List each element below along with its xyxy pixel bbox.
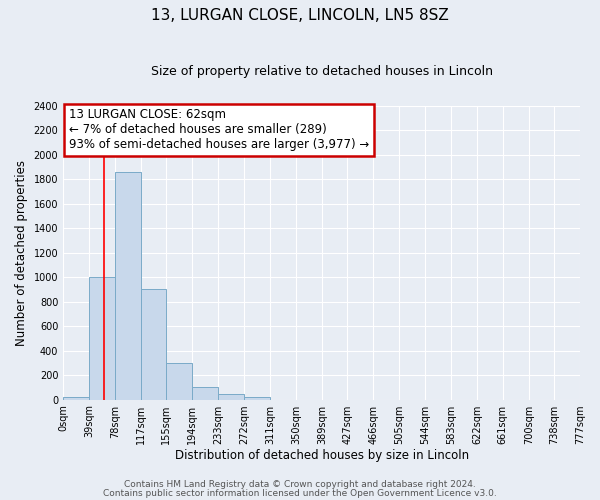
Text: 13, LURGAN CLOSE, LINCOLN, LN5 8SZ: 13, LURGAN CLOSE, LINCOLN, LN5 8SZ bbox=[151, 8, 449, 22]
Bar bbox=[89, 277, 115, 400]
X-axis label: Distribution of detached houses by size in Lincoln: Distribution of detached houses by size … bbox=[175, 450, 469, 462]
Bar bbox=[115, 172, 141, 400]
Bar bbox=[141, 290, 166, 400]
Bar bbox=[218, 394, 244, 400]
Text: 13 LURGAN CLOSE: 62sqm
← 7% of detached houses are smaller (289)
93% of semi-det: 13 LURGAN CLOSE: 62sqm ← 7% of detached … bbox=[69, 108, 369, 152]
Text: Contains HM Land Registry data © Crown copyright and database right 2024.: Contains HM Land Registry data © Crown c… bbox=[124, 480, 476, 489]
Bar bbox=[192, 388, 218, 400]
Text: Contains public sector information licensed under the Open Government Licence v3: Contains public sector information licen… bbox=[103, 490, 497, 498]
Title: Size of property relative to detached houses in Lincoln: Size of property relative to detached ho… bbox=[151, 65, 493, 78]
Bar bbox=[166, 363, 192, 400]
Bar bbox=[244, 397, 270, 400]
Bar bbox=[63, 397, 89, 400]
Y-axis label: Number of detached properties: Number of detached properties bbox=[15, 160, 28, 346]
